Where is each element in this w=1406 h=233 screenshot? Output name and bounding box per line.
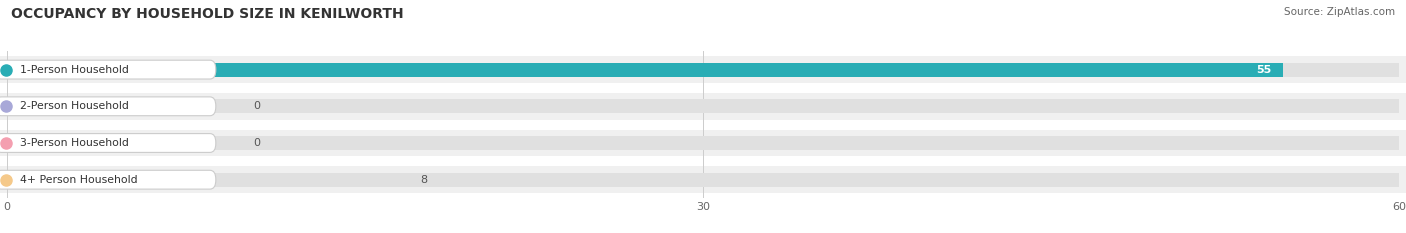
Bar: [7, 99, 25, 113]
Text: 1-Person Household: 1-Person Household: [20, 65, 129, 75]
Text: OCCUPANCY BY HOUSEHOLD SIZE IN KENILWORTH: OCCUPANCY BY HOUSEHOLD SIZE IN KENILWORT…: [11, 7, 404, 21]
FancyBboxPatch shape: [0, 130, 1406, 156]
Bar: [7, 99, 1399, 113]
FancyBboxPatch shape: [0, 97, 217, 116]
Text: Source: ZipAtlas.com: Source: ZipAtlas.com: [1284, 7, 1395, 17]
Bar: [7, 173, 1399, 187]
FancyBboxPatch shape: [0, 60, 217, 79]
Text: 2-Person Household: 2-Person Household: [20, 101, 129, 111]
Bar: [7, 136, 25, 150]
Text: 8: 8: [420, 175, 427, 185]
Bar: [7, 63, 1284, 77]
Bar: [7, 173, 193, 187]
Text: 0: 0: [253, 101, 260, 111]
FancyBboxPatch shape: [0, 93, 1406, 120]
FancyBboxPatch shape: [0, 56, 1406, 83]
FancyBboxPatch shape: [0, 167, 1406, 193]
FancyBboxPatch shape: [0, 134, 217, 152]
Text: 3-Person Household: 3-Person Household: [20, 138, 129, 148]
FancyBboxPatch shape: [0, 170, 217, 189]
Text: 55: 55: [1256, 65, 1271, 75]
Bar: [7, 63, 1399, 77]
Text: 4+ Person Household: 4+ Person Household: [20, 175, 138, 185]
Text: 0: 0: [253, 138, 260, 148]
Bar: [7, 136, 1399, 150]
